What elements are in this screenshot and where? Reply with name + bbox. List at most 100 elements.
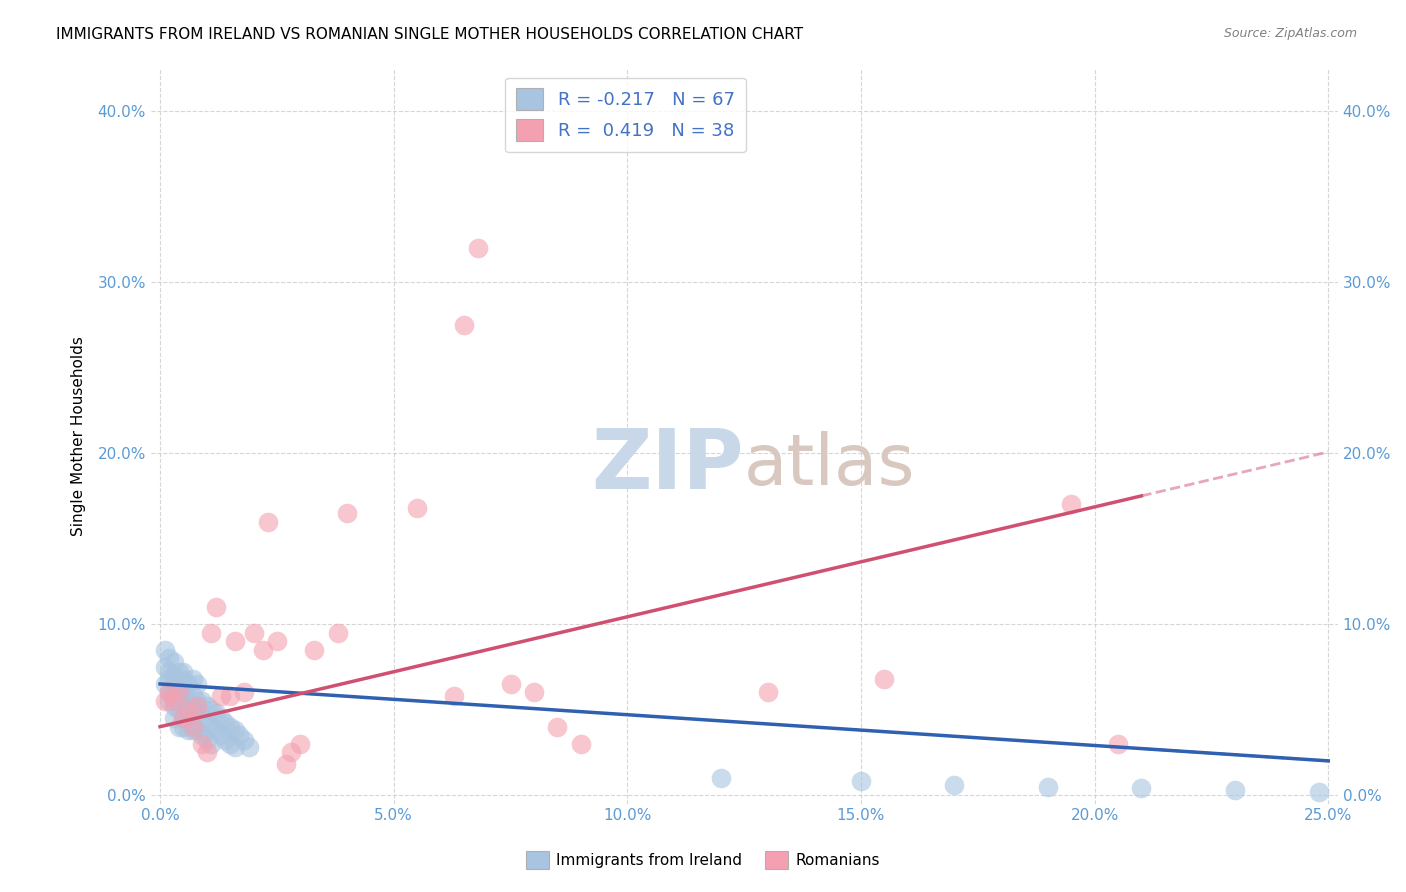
Point bbox=[157, 665, 180, 679]
Point bbox=[569, 737, 592, 751]
Point bbox=[276, 757, 298, 772]
Point bbox=[167, 694, 190, 708]
Point bbox=[200, 720, 222, 734]
Point bbox=[177, 706, 200, 720]
Point bbox=[266, 634, 288, 648]
Point bbox=[209, 728, 232, 742]
Point bbox=[1130, 781, 1153, 796]
Point bbox=[1107, 737, 1129, 751]
Point bbox=[163, 655, 186, 669]
Point bbox=[224, 723, 246, 738]
Point bbox=[256, 515, 278, 529]
Point bbox=[172, 711, 194, 725]
Point bbox=[157, 651, 180, 665]
Point bbox=[242, 625, 264, 640]
Point bbox=[219, 689, 242, 703]
Point bbox=[163, 689, 186, 703]
Point bbox=[191, 694, 214, 708]
Point bbox=[186, 677, 208, 691]
Point bbox=[186, 723, 208, 738]
Point bbox=[181, 720, 204, 734]
Point bbox=[167, 720, 190, 734]
Point bbox=[1060, 498, 1083, 512]
Point bbox=[181, 672, 204, 686]
Point bbox=[252, 642, 274, 657]
Point bbox=[406, 500, 429, 515]
Point bbox=[153, 660, 176, 674]
Point bbox=[172, 689, 194, 703]
Point bbox=[214, 733, 236, 747]
Point bbox=[756, 685, 779, 699]
Point bbox=[849, 774, 872, 789]
Point bbox=[172, 665, 194, 679]
Point bbox=[177, 677, 200, 691]
Point bbox=[186, 706, 208, 720]
Point bbox=[290, 737, 312, 751]
Point bbox=[224, 740, 246, 755]
Point bbox=[172, 672, 194, 686]
Point bbox=[205, 706, 228, 720]
Point bbox=[163, 711, 186, 725]
Point bbox=[181, 689, 204, 703]
Point bbox=[209, 689, 232, 703]
Point bbox=[163, 681, 186, 695]
Point bbox=[167, 677, 190, 691]
Point bbox=[163, 694, 186, 708]
Point bbox=[1036, 780, 1059, 794]
Point bbox=[195, 716, 218, 731]
Point bbox=[153, 677, 176, 691]
Point bbox=[167, 685, 190, 699]
Point bbox=[186, 694, 208, 708]
Y-axis label: Single Mother Households: Single Mother Households bbox=[72, 336, 86, 536]
Point bbox=[153, 642, 176, 657]
Point bbox=[167, 703, 190, 717]
Text: ZIP: ZIP bbox=[592, 425, 744, 506]
Point bbox=[233, 685, 256, 699]
Point bbox=[219, 737, 242, 751]
Point bbox=[280, 745, 302, 759]
Point bbox=[177, 694, 200, 708]
Point bbox=[157, 672, 180, 686]
Point bbox=[443, 689, 465, 703]
Point bbox=[195, 745, 218, 759]
Point bbox=[326, 625, 349, 640]
Point bbox=[200, 737, 222, 751]
Point bbox=[523, 685, 546, 699]
Point bbox=[172, 685, 194, 699]
Point bbox=[167, 685, 190, 699]
Text: atlas: atlas bbox=[744, 431, 915, 500]
Legend: R = -0.217   N = 67, R =  0.419   N = 38: R = -0.217 N = 67, R = 0.419 N = 38 bbox=[505, 78, 745, 153]
Point bbox=[177, 703, 200, 717]
Point bbox=[205, 600, 228, 615]
Point bbox=[453, 318, 475, 332]
Point bbox=[157, 694, 180, 708]
Point bbox=[710, 771, 733, 785]
Text: Source: ZipAtlas.com: Source: ZipAtlas.com bbox=[1223, 27, 1357, 40]
Point bbox=[467, 241, 489, 255]
Point bbox=[172, 706, 194, 720]
Point bbox=[233, 733, 256, 747]
Legend: Immigrants from Ireland, Romanians: Immigrants from Ireland, Romanians bbox=[520, 845, 886, 875]
Point bbox=[177, 723, 200, 738]
Point bbox=[499, 677, 522, 691]
Point bbox=[191, 728, 214, 742]
Point bbox=[186, 699, 208, 714]
Point bbox=[163, 668, 186, 682]
Point bbox=[238, 740, 260, 755]
Point bbox=[157, 685, 180, 699]
Point bbox=[172, 720, 194, 734]
Point bbox=[209, 711, 232, 725]
Point bbox=[214, 716, 236, 731]
Point bbox=[191, 737, 214, 751]
Point bbox=[943, 778, 966, 792]
Point bbox=[336, 506, 359, 520]
Point bbox=[546, 720, 568, 734]
Point bbox=[205, 723, 228, 738]
Point bbox=[1223, 783, 1246, 797]
Point bbox=[191, 711, 214, 725]
Point bbox=[167, 665, 190, 679]
Point bbox=[224, 634, 246, 648]
Point bbox=[200, 703, 222, 717]
Point bbox=[304, 642, 326, 657]
Point bbox=[200, 625, 222, 640]
